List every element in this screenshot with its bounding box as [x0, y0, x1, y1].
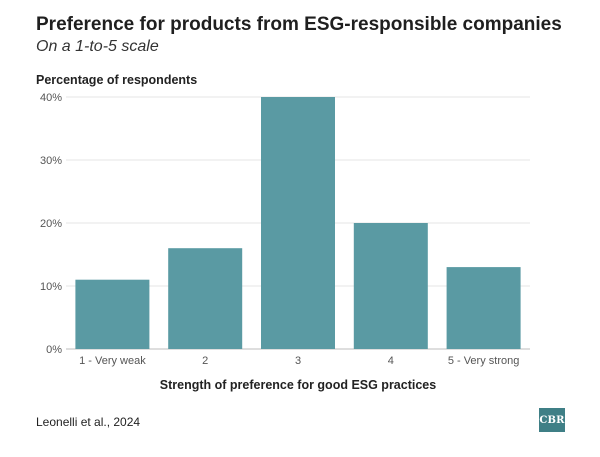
- y-tick-label: 10%: [40, 281, 62, 293]
- y-tick-labels: 0% 10% 20% 30% 40%: [40, 92, 62, 356]
- bar: [75, 279, 150, 349]
- bars: [75, 97, 521, 349]
- x-tick-label: 4: [388, 355, 394, 367]
- source-note: Leonelli et al., 2024: [36, 415, 141, 429]
- bar: [353, 223, 428, 349]
- y-tick-label: 30%: [40, 155, 62, 167]
- chart-title: Preference for products from ESG-respons…: [36, 14, 562, 35]
- bar: [168, 248, 243, 349]
- x-tick-label: 5 - Very strong: [448, 355, 520, 367]
- y-axis-label: Percentage of respondents: [36, 73, 198, 87]
- y-tick-label: 40%: [40, 92, 62, 104]
- cbr-logo: CBR: [539, 408, 565, 432]
- x-axis-title: Strength of preference for good ESG prac…: [160, 378, 436, 392]
- x-tick-label: 1 - Very weak: [79, 355, 146, 367]
- chart-subtitle: On a 1-to-5 scale: [36, 38, 159, 55]
- y-tick-label: 0%: [46, 344, 62, 356]
- y-tick-label: 20%: [40, 218, 62, 230]
- x-tick-labels: 1 - Very weak 2 3 4 5 - Very strong: [79, 355, 519, 367]
- bar: [446, 267, 521, 349]
- x-tick-label: 2: [202, 355, 208, 367]
- x-tick-label: 3: [295, 355, 301, 367]
- bar: [261, 97, 335, 349]
